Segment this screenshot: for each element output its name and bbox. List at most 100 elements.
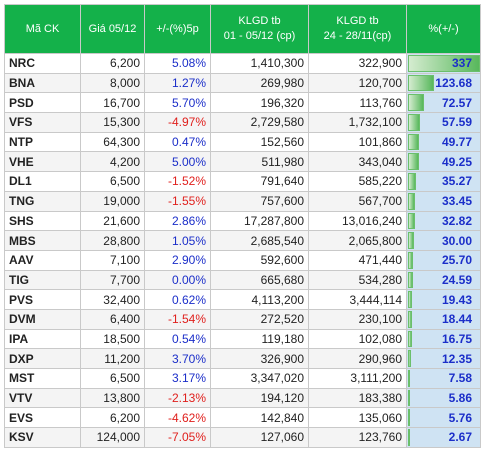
- stock-code: NRC: [4, 53, 81, 74]
- price-change: 5.08%: [144, 53, 211, 74]
- volume-current: 272,520: [210, 308, 309, 330]
- stock-code: VFS: [4, 112, 81, 133]
- percent-data-bar: [408, 271, 414, 289]
- table-body: NRC 6,200 5.08% 1,410,300 322,900 337 BNA 8,000…: [4, 53, 481, 448]
- stock-code: TIG: [4, 269, 81, 291]
- volume-previous: 135,060: [308, 407, 407, 429]
- percent-cell-background: [407, 428, 480, 447]
- table-row: PVS 32,400 0.62% 4,113,200 3,444,114 19.43: [4, 289, 481, 310]
- percent-cell-background: [407, 231, 480, 250]
- percent-change-cell: 337: [406, 53, 481, 74]
- percent-cell-background: [407, 290, 480, 309]
- percent-data-bar: [408, 409, 410, 427]
- volume-previous: 322,900: [308, 53, 407, 74]
- header-percent-change: %(+/-): [406, 4, 481, 54]
- volume-previous: 13,016,240: [308, 210, 407, 232]
- percent-cell-background: [407, 172, 480, 191]
- header-volume-previous-line2: 24 - 28/11(cp): [323, 30, 392, 42]
- percent-change-value: 49.25: [441, 154, 472, 169]
- percent-data-bar: [408, 429, 410, 446]
- percent-change-cell: 5.76: [406, 407, 481, 429]
- stock-code: PSD: [4, 92, 81, 114]
- percent-data-bar: [408, 114, 421, 131]
- price-change: 1.05%: [144, 230, 211, 251]
- table-row: MBS 28,800 1.05% 2,685,540 2,065,800 30.00: [4, 230, 481, 251]
- header-change: +/-(%)5p: [144, 4, 211, 54]
- percent-change-value: 2.67: [448, 430, 472, 445]
- price-change: -1.52%: [144, 171, 211, 192]
- percent-data-bar: [408, 55, 480, 72]
- percent-change-value: 57.59: [441, 115, 472, 130]
- percent-cell-background: [407, 133, 480, 151]
- volume-current: 2,729,580: [210, 112, 309, 133]
- percent-cell-background: [407, 152, 480, 171]
- price-change: 1.27%: [144, 72, 211, 94]
- volume-current: 2,685,540: [210, 230, 309, 251]
- stock-code: EVS: [4, 407, 81, 429]
- stock-code: VTV: [4, 387, 81, 409]
- percent-cell-background: [407, 271, 480, 289]
- percent-change-cell: 72.57: [406, 92, 481, 114]
- percent-data-bar: [408, 192, 416, 210]
- percent-data-bar: [408, 232, 415, 249]
- volume-current: 3,347,020: [210, 368, 309, 389]
- percent-change-value: 24.59: [441, 272, 472, 287]
- percent-cell-background: [407, 389, 480, 407]
- percent-data-bar: [408, 350, 411, 367]
- stock-code: DL1: [4, 171, 81, 192]
- percent-cell-background: [407, 113, 480, 132]
- price-change: -4.62%: [144, 407, 211, 429]
- volume-previous: 471,440: [308, 249, 407, 271]
- table-row: KSV 124,000 -7.05% 127,060 123,760 2.67: [4, 427, 481, 448]
- price-change: -1.54%: [144, 308, 211, 330]
- price-change: 5.70%: [144, 92, 211, 114]
- table-row: VFS 15,300 -4.97% 2,729,580 1,732,100 57.59: [4, 112, 481, 133]
- price: 4,200: [80, 151, 145, 173]
- percent-data-bar: [408, 310, 412, 328]
- volume-current: 1,410,300: [210, 53, 309, 74]
- header-volume-current-line1: KLGD tb: [238, 15, 281, 27]
- price-change: -1.55%: [144, 190, 211, 212]
- volume-current: 269,980: [210, 72, 309, 94]
- price: 6,200: [80, 407, 145, 429]
- table-row: DL1 6,500 -1.52% 791,640 585,220 35.27: [4, 171, 481, 192]
- percent-change-value: 19.43: [441, 292, 472, 307]
- volume-previous: 123,760: [308, 427, 407, 448]
- percent-cell-background: [407, 330, 480, 348]
- percent-data-bar: [408, 330, 412, 348]
- price-change: 0.47%: [144, 131, 211, 153]
- price-change: 3.70%: [144, 348, 211, 369]
- price-change: 2.90%: [144, 249, 211, 271]
- percent-data-bar: [408, 212, 415, 230]
- volume-current: 119,180: [210, 328, 309, 350]
- volume-previous: 567,700: [308, 190, 407, 212]
- percent-cell-background: [407, 192, 480, 211]
- percent-data-bar: [408, 370, 410, 387]
- table-row: EVS 6,200 -4.62% 142,840 135,060 5.76: [4, 407, 481, 429]
- percent-change-value: 337: [451, 56, 472, 71]
- percent-cell-background: [407, 310, 480, 329]
- header-price: Giá 05/12: [80, 4, 145, 54]
- price: 21,600: [80, 210, 145, 232]
- table-row: VTV 13,800 -2.13% 194,120 183,380 5.86: [4, 387, 481, 409]
- percent-change-value: 18.44: [441, 312, 472, 327]
- header-volume-current: KLGD tb 01 - 05/12 (cp): [210, 4, 309, 54]
- volume-previous: 585,220: [308, 171, 407, 192]
- header-volume-previous: KLGD tb 24 - 28/11(cp): [308, 4, 407, 54]
- percent-change-value: 16.75: [441, 331, 472, 346]
- volume-current: 791,640: [210, 171, 309, 192]
- percent-change-cell: 16.75: [406, 328, 481, 350]
- price: 15,300: [80, 112, 145, 133]
- percent-data-bar: [408, 133, 419, 151]
- price: 64,300: [80, 131, 145, 153]
- percent-change-value: 5.86: [448, 391, 472, 406]
- table-row: DXP 11,200 3.70% 326,900 290,960 12.35: [4, 348, 481, 369]
- percent-change-value: 32.82: [441, 213, 472, 228]
- percent-change-cell: 19.43: [406, 289, 481, 310]
- percent-data-bar: [408, 74, 435, 92]
- volume-previous: 113,760: [308, 92, 407, 114]
- price: 28,800: [80, 230, 145, 251]
- table-row: NRC 6,200 5.08% 1,410,300 322,900 337: [4, 53, 481, 74]
- stock-code: IPA: [4, 328, 81, 350]
- stock-code: TNG: [4, 190, 81, 212]
